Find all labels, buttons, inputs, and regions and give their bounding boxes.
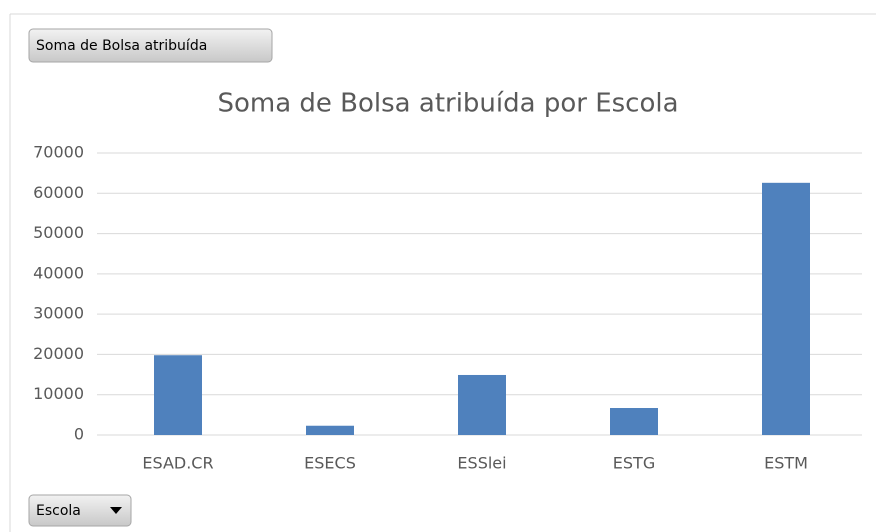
dropdown-arrow xyxy=(110,507,122,514)
x-tick-label: ESECS xyxy=(304,454,356,473)
y-tick-label: 30000 xyxy=(33,304,84,323)
y-tick-label: 60000 xyxy=(33,183,84,202)
bar xyxy=(458,374,506,435)
axis-field-button[interactable] xyxy=(28,494,132,527)
value-field-button[interactable] xyxy=(28,28,273,63)
y-tick-label: 40000 xyxy=(33,263,84,282)
x-tick-label: ESSlei xyxy=(457,454,506,473)
axis-field-label: Escola xyxy=(36,503,81,519)
y-tick-label: 10000 xyxy=(33,384,84,403)
bar xyxy=(762,182,810,435)
bar xyxy=(154,355,202,435)
y-tick-label: 20000 xyxy=(33,344,84,363)
x-tick-label: ESAD.CR xyxy=(142,454,213,473)
x-tick-label: ESTG xyxy=(613,454,655,473)
x-tick-label: ESTM xyxy=(764,454,808,473)
y-tick-label: 50000 xyxy=(33,223,84,242)
y-tick-label: 70000 xyxy=(33,143,84,162)
y-tick-label: 0 xyxy=(74,425,84,444)
chart-title: Soma de Bolsa atribuída por Escola xyxy=(217,89,678,119)
value-field-label: Soma de Bolsa atribuída xyxy=(36,38,207,54)
bar xyxy=(610,408,658,435)
bar xyxy=(306,425,354,435)
